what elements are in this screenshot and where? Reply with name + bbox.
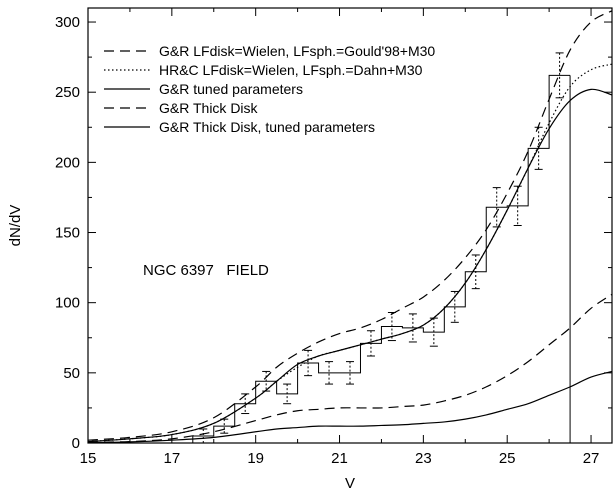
y-tick-label: 0	[72, 435, 80, 452]
series-line-4	[87, 293, 613, 443]
error-bar	[241, 393, 250, 415]
legend-label: G&R Thick Disk, tuned parameters	[159, 119, 375, 135]
error-bar	[283, 383, 292, 405]
legend-label: G&R tuned parameters	[159, 81, 303, 97]
tick-labels: 15 17 19 21 23 25 27 0 50 100 150 200 250 300	[55, 14, 599, 467]
y-tick-label: 200	[55, 154, 80, 171]
plot-frame	[87, 7, 613, 444]
legend-label: HR&C LFdisk=Wielen, LFsph.=Dahn+M30	[159, 62, 423, 78]
x-tick-label: 27	[583, 450, 600, 467]
error-bar	[304, 349, 313, 377]
error-bar	[492, 187, 501, 228]
error-bar	[366, 330, 375, 357]
y-axis-label: dN/dV	[7, 205, 24, 247]
histogram-outline	[192, 74, 571, 443]
series-line-1	[87, 10, 613, 441]
series-line-3	[87, 88, 613, 443]
y-tick-label: 300	[55, 14, 80, 31]
histogram	[192, 52, 571, 444]
error-bar	[408, 313, 417, 343]
error-bar	[513, 185, 522, 226]
chart-annotation: NGC 6397 FIELD	[143, 262, 269, 279]
x-tick-label: 21	[331, 450, 348, 467]
x-tick-label: 23	[415, 450, 432, 467]
series-line-5	[87, 370, 613, 444]
y-tick-label: 50	[63, 365, 80, 382]
legend-item: G&R LFdisk=Wielen, LFsph.=Gould'98+M30	[104, 43, 435, 59]
x-tick-label: 19	[247, 450, 264, 467]
y-tick-label: 100	[55, 295, 80, 312]
legend-label: G&R Thick Disk	[159, 100, 259, 116]
legend-item: G&R tuned parameters	[104, 81, 303, 97]
error-bar	[555, 52, 564, 99]
error-bar	[262, 370, 271, 392]
error-bar	[325, 361, 334, 385]
error-bar	[471, 254, 480, 290]
x-axis-label: V	[345, 475, 355, 492]
legend-item: G&R Thick Disk, tuned parameters	[104, 119, 375, 135]
y-tick-label: 250	[55, 84, 80, 101]
y-tick-label: 150	[55, 225, 80, 242]
x-tick-label: 15	[80, 450, 97, 467]
x-tick-label: 25	[499, 450, 516, 467]
legend-item: G&R Thick Disk	[104, 100, 259, 116]
legend-item: HR&C LFdisk=Wielen, LFsph.=Dahn+M30	[104, 62, 423, 78]
legend-label: G&R LFdisk=Wielen, LFsph.=Gould'98+M30	[159, 43, 435, 59]
series-lines	[87, 10, 613, 444]
legend: G&R LFdisk=Wielen, LFsph.=Gould'98+M30 HR…	[104, 43, 435, 135]
x-tick-label: 17	[163, 450, 180, 467]
error-bar	[346, 361, 354, 385]
